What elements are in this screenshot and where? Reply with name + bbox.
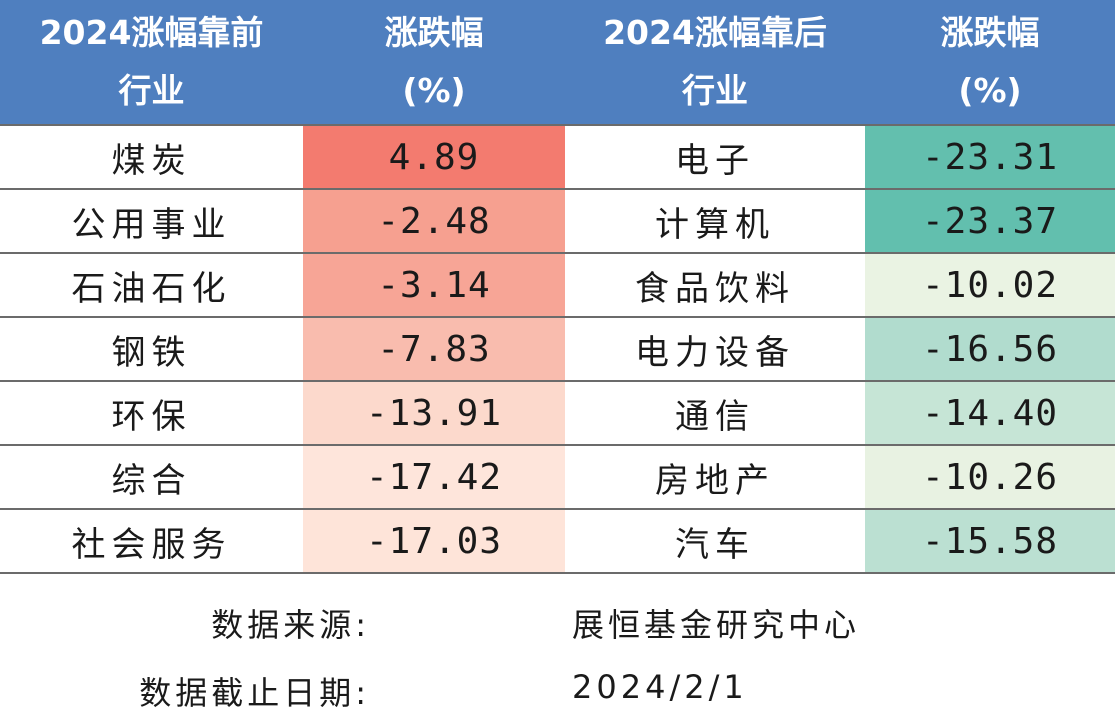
header-top-change: 涨跌幅 (%) xyxy=(303,0,565,125)
bottom-industry-name: 计算机 xyxy=(565,189,865,254)
bottom-industry-name: 通信 xyxy=(565,381,865,446)
table-row: 综合 -17.42 房地产 -10.26 xyxy=(0,445,1115,510)
bottom-change-value: -23.31 xyxy=(865,124,1115,190)
top-industry-name: 综合 xyxy=(0,445,303,510)
source-label: 数据来源: xyxy=(211,606,370,644)
bottom-industry-name: 电力设备 xyxy=(565,317,865,382)
table-row: 煤炭 4.89 电子 -23.31 xyxy=(0,124,1115,190)
top-industry-name: 钢铁 xyxy=(0,317,303,382)
header-bottom-change: 涨跌幅 (%) xyxy=(865,0,1115,125)
bottom-industry-name: 电子 xyxy=(565,124,865,190)
top-change-value: -17.03 xyxy=(303,509,565,574)
table-row: 公用事业 -2.48 计算机 -23.37 xyxy=(0,189,1115,254)
date-label: 数据截止日期: xyxy=(139,674,370,712)
bottom-industry-name: 房地产 xyxy=(565,445,865,510)
footer-notes: 数据来源: 展恒基金研究中心 数据截止日期: 2024/2/1 xyxy=(0,580,1115,720)
industry-performance-table: 2024涨幅靠前 行业 涨跌幅 (%) 2024涨幅靠后 行业 涨跌幅 (%) … xyxy=(0,0,1115,574)
header-bottom-industry: 2024涨幅靠后 行业 xyxy=(565,0,865,125)
top-industry-name: 社会服务 xyxy=(0,509,303,574)
bottom-change-value: -14.40 xyxy=(865,381,1115,446)
bottom-change-value: -15.58 xyxy=(865,509,1115,574)
bottom-change-value: -16.56 xyxy=(865,317,1115,382)
table-row: 钢铁 -7.83 电力设备 -16.56 xyxy=(0,317,1115,382)
table-row: 社会服务 -17.03 汽车 -15.58 xyxy=(0,509,1115,574)
table-header-row: 2024涨幅靠前 行业 涨跌幅 (%) 2024涨幅靠后 行业 涨跌幅 (%) xyxy=(0,0,1115,125)
date-row: 数据截止日期: 2024/2/1 xyxy=(0,658,1115,718)
top-change-value: -13.91 xyxy=(303,381,565,446)
top-industry-name: 公用事业 xyxy=(0,189,303,254)
bottom-change-value: -23.37 xyxy=(865,189,1115,254)
top-change-value: -7.83 xyxy=(303,317,565,382)
table-row: 环保 -13.91 通信 -14.40 xyxy=(0,381,1115,446)
top-change-value: -2.48 xyxy=(303,189,565,254)
top-industry-name: 石油石化 xyxy=(0,253,303,318)
bottom-change-value: -10.26 xyxy=(865,445,1115,510)
top-change-value: 4.89 xyxy=(303,124,565,190)
source-row: 数据来源: 展恒基金研究中心 xyxy=(0,590,1115,650)
header-top-industry: 2024涨幅靠前 行业 xyxy=(0,0,303,125)
top-industry-name: 环保 xyxy=(0,381,303,446)
top-industry-name: 煤炭 xyxy=(0,124,303,190)
bottom-industry-name: 汽车 xyxy=(565,509,865,574)
source-value: 展恒基金研究中心 xyxy=(572,606,861,644)
top-change-value: -17.42 xyxy=(303,445,565,510)
bottom-change-value: -10.02 xyxy=(865,253,1115,318)
table-row: 石油石化 -3.14 食品饮料 -10.02 xyxy=(0,253,1115,318)
top-change-value: -3.14 xyxy=(303,253,565,318)
bottom-industry-name: 食品饮料 xyxy=(565,253,865,318)
date-value: 2024/2/1 xyxy=(572,668,748,706)
